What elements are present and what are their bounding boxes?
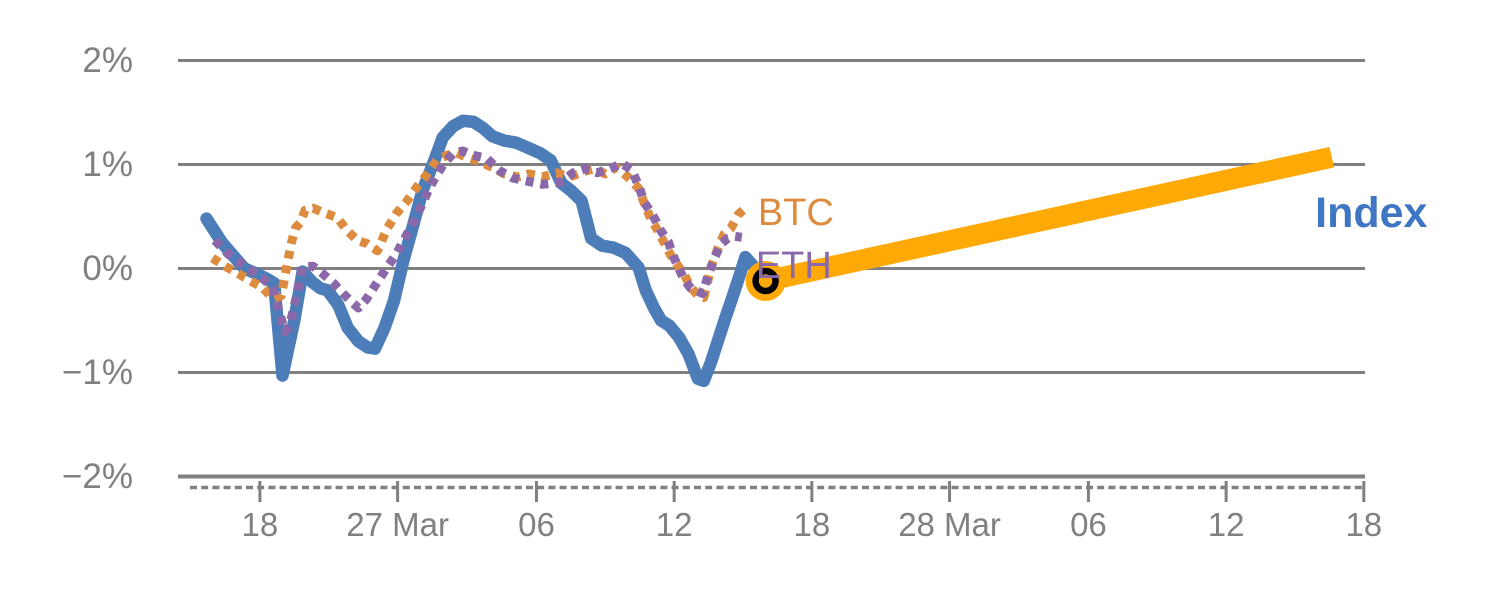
x-tick-label: 27 Mar	[346, 506, 449, 543]
btc-series-label: BTC	[757, 191, 834, 234]
x-tick-label: 06	[1070, 506, 1107, 543]
x-tick-label: 18	[793, 506, 830, 543]
y-tick-label: 2%	[82, 41, 133, 80]
index-series-label: Index	[1315, 188, 1428, 237]
x-tick-label: 28 Mar	[898, 506, 1001, 543]
series-forecast	[763, 146, 1335, 292]
forecast-start-marker-ring	[752, 267, 779, 295]
y-tick-label: −2%	[62, 457, 133, 496]
forecast-start-marker	[745, 260, 786, 301]
y-tick-label: 1%	[82, 145, 133, 184]
x-tick-label: 18	[1345, 506, 1382, 543]
x-tick-label: 18	[242, 506, 279, 543]
series-index	[200, 114, 770, 388]
x-tick-label: 12	[1208, 506, 1245, 543]
x-tick-label: 06	[518, 506, 555, 543]
series-btc	[209, 148, 749, 304]
y-tick-label: −1%	[62, 353, 133, 392]
eth-series-label: ETH	[755, 244, 832, 287]
series-eth	[211, 146, 743, 337]
y-tick-label: 0%	[82, 249, 133, 288]
x-tick-label: 12	[656, 506, 693, 543]
